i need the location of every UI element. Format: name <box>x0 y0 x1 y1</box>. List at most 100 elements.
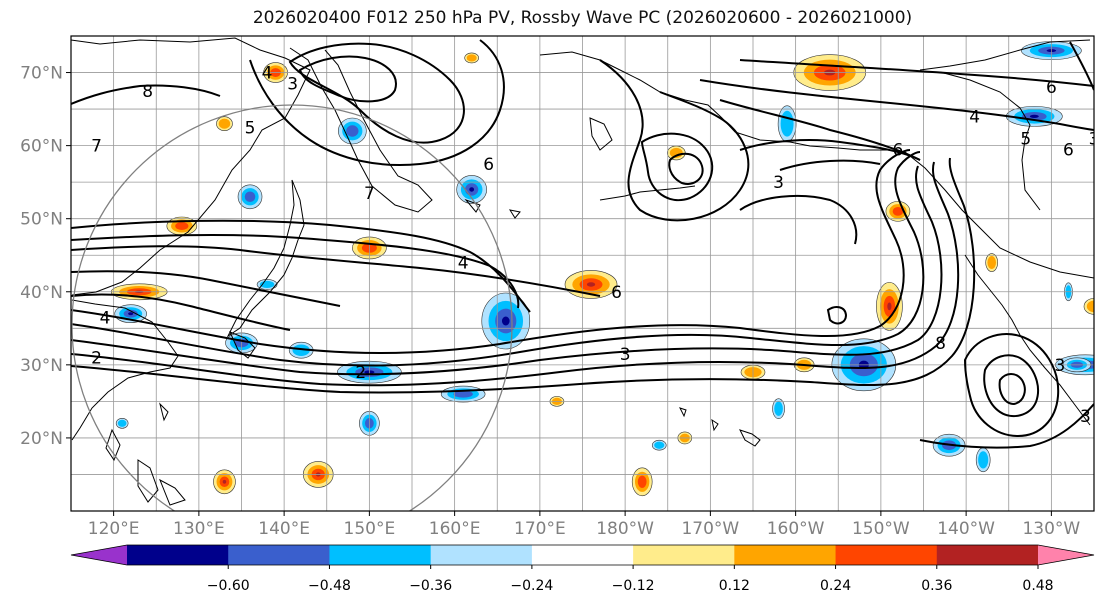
contour-label: 3 <box>773 173 784 193</box>
colorbar-segment <box>430 545 533 565</box>
positive-pv-anomaly <box>1086 300 1094 313</box>
contour-label: 3 <box>287 75 298 95</box>
colorbar-segment <box>127 545 229 565</box>
pv-contour-line <box>71 270 341 307</box>
lon-tick-label: 150°W <box>852 519 910 539</box>
positive-pv-anomaly <box>887 302 892 311</box>
colorbar-segment <box>835 545 938 565</box>
pv-contour-line <box>249 39 505 166</box>
contour-label: 2 <box>91 349 102 369</box>
contour-label: 3 <box>1054 356 1065 376</box>
contour-label: 3 <box>620 345 631 365</box>
lon-tick-label: 170°E <box>514 519 566 539</box>
contour-label: 2 <box>355 363 366 383</box>
pv-contour-line <box>71 161 960 387</box>
coastline <box>919 39 1091 71</box>
colorbar-tick-label: 0.24 <box>820 578 851 594</box>
positive-pv-anomaly <box>218 118 231 129</box>
negative-pv-anomaly <box>346 125 359 137</box>
negative-pv-anomaly <box>1029 114 1039 118</box>
negative-pv-anomaly <box>453 390 473 398</box>
pv-contour-line <box>71 151 925 367</box>
lat-tick-label: 40°N <box>20 283 63 303</box>
contour-label: 5 <box>245 118 256 138</box>
contour-label: 4 <box>262 64 273 84</box>
longitude-axis: 120°E 130°E 140°E 150°E 160°E 170°E 180°W 170°W… <box>88 511 1080 539</box>
negative-pv-anomaly <box>117 419 127 427</box>
pv-contour-line <box>71 233 520 309</box>
lon-tick-label: 170°W <box>681 519 739 539</box>
colorbar-extend-low <box>71 545 127 565</box>
latitude-axis: 70°N 60°N 50°N 40°N 30°N 20°N <box>20 64 71 449</box>
pv-contour-line <box>1069 41 1094 91</box>
coastline <box>71 37 311 296</box>
contour-label: 4 <box>458 254 469 274</box>
lon-tick-label: 140°E <box>258 519 310 539</box>
positive-pv-anomaly <box>987 256 997 270</box>
pv-contour-line <box>668 152 704 185</box>
positive-pv-anomaly <box>1101 338 1105 348</box>
pv-contour-line <box>71 245 601 297</box>
contour-label: 6 <box>611 283 622 303</box>
pv-contour-line <box>983 354 1039 418</box>
contour-label: 3 <box>1089 129 1100 149</box>
pv-contour-line <box>826 306 848 325</box>
contour-label: 3 <box>1080 407 1091 427</box>
colorbar-tick-label: 0.12 <box>719 578 750 594</box>
coastline <box>599 185 696 201</box>
coastline <box>71 299 179 441</box>
positive-pv-anomaly <box>669 147 683 158</box>
pv-contour-line <box>739 139 921 161</box>
pv-contour-line <box>71 219 531 313</box>
positive-pv-anomaly <box>466 54 477 62</box>
pv-contour-line <box>699 79 1094 131</box>
lon-tick-label: 130°E <box>173 519 225 539</box>
lon-tick-label: 150°E <box>344 519 396 539</box>
positive-pv-anomaly <box>892 206 904 216</box>
pv-contour-line <box>71 165 943 376</box>
positive-pv-anomaly <box>586 282 596 287</box>
lat-tick-label: 50°N <box>20 210 63 230</box>
contour-label: 6 <box>1063 140 1074 160</box>
contour-label: 4 <box>969 107 980 127</box>
colorbar-tick-label: −0.60 <box>207 578 250 594</box>
coastline <box>159 402 169 422</box>
pv-contour-line <box>71 157 976 394</box>
colorbar-extend-high <box>1038 545 1094 565</box>
negative-pv-anomaly <box>292 344 310 356</box>
contour-label: 5 <box>1020 129 1031 149</box>
colorbar-tick-label: 0.48 <box>1022 578 1053 594</box>
colorbar-tick-label: −0.24 <box>510 578 553 594</box>
colorbar-segment <box>936 545 1039 565</box>
contour-label: 6 <box>483 155 494 175</box>
coastline <box>711 418 719 432</box>
negative-pv-anomaly <box>244 191 256 203</box>
chart-title: 2026020400 F012 250 hPa PV, Rossby Wave … <box>252 8 913 28</box>
lat-tick-label: 30°N <box>20 356 63 376</box>
pv-anomaly-shading <box>110 41 1105 497</box>
colorbar-segment <box>734 545 837 565</box>
contour-label: 7 <box>91 137 102 157</box>
coastline <box>539 51 1094 279</box>
pv-contour-line <box>998 373 1026 406</box>
positive-pv-anomaly <box>222 479 227 484</box>
negative-pv-anomaly <box>128 312 134 316</box>
colorbar-tick-label: −0.36 <box>409 578 452 594</box>
pv-contour-line <box>719 99 921 161</box>
lon-tick-label: 160°W <box>767 519 825 539</box>
lat-tick-label: 20°N <box>20 429 63 449</box>
contour-label: 4 <box>100 308 111 328</box>
colorbar-tick-label: −0.48 <box>308 578 351 594</box>
radius-circle <box>71 104 513 511</box>
lon-tick-label: 180°W <box>596 519 654 539</box>
colorbar-tick-label: −0.12 <box>612 578 655 594</box>
negative-pv-anomaly <box>469 187 475 192</box>
coastline <box>105 428 121 462</box>
positive-pv-anomaly <box>1097 336 1105 350</box>
coastline <box>229 331 256 359</box>
pv-contours <box>71 39 1094 449</box>
pv-contour-line <box>963 333 1060 438</box>
contour-label: 6 <box>893 140 904 160</box>
positive-pv-anomaly <box>637 475 647 488</box>
